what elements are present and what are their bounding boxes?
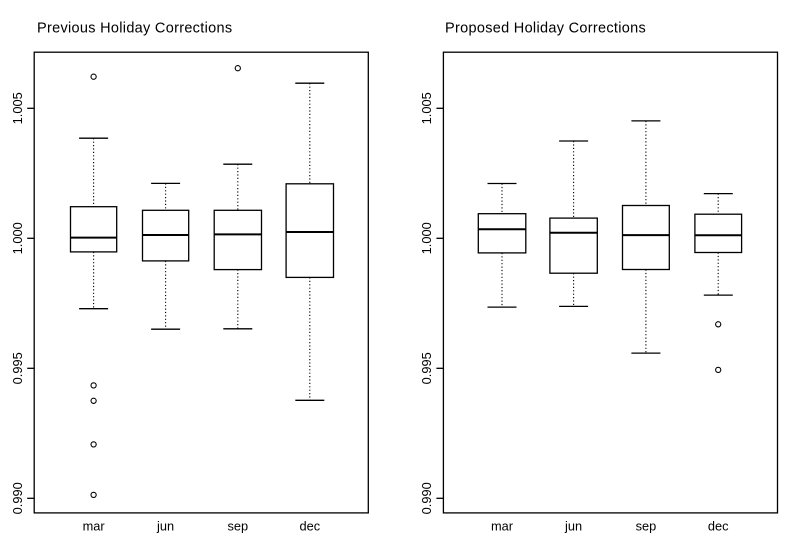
svg-text:1.005: 1.005 (419, 92, 434, 124)
svg-text:mar: mar (83, 519, 106, 534)
svg-text:1.000: 1.000 (10, 222, 25, 254)
svg-text:0.995: 0.995 (10, 352, 25, 384)
svg-text:0.990: 0.990 (419, 482, 434, 514)
svg-text:1.000: 1.000 (419, 222, 434, 254)
svg-text:dec: dec (299, 519, 320, 534)
svg-text:1.005: 1.005 (10, 92, 25, 124)
svg-text:0.995: 0.995 (419, 352, 434, 384)
svg-text:jun: jun (156, 519, 174, 534)
svg-text:sep: sep (227, 519, 248, 534)
svg-text:sep: sep (636, 519, 657, 534)
svg-text:Previous Holiday Corrections: Previous Holiday Corrections (37, 21, 232, 37)
svg-text:0.990: 0.990 (10, 482, 25, 514)
svg-text:dec: dec (708, 519, 729, 534)
svg-text:Proposed Holiday Corrections: Proposed Holiday Corrections (445, 21, 646, 37)
svg-text:jun: jun (564, 519, 582, 534)
svg-text:mar: mar (491, 519, 514, 534)
